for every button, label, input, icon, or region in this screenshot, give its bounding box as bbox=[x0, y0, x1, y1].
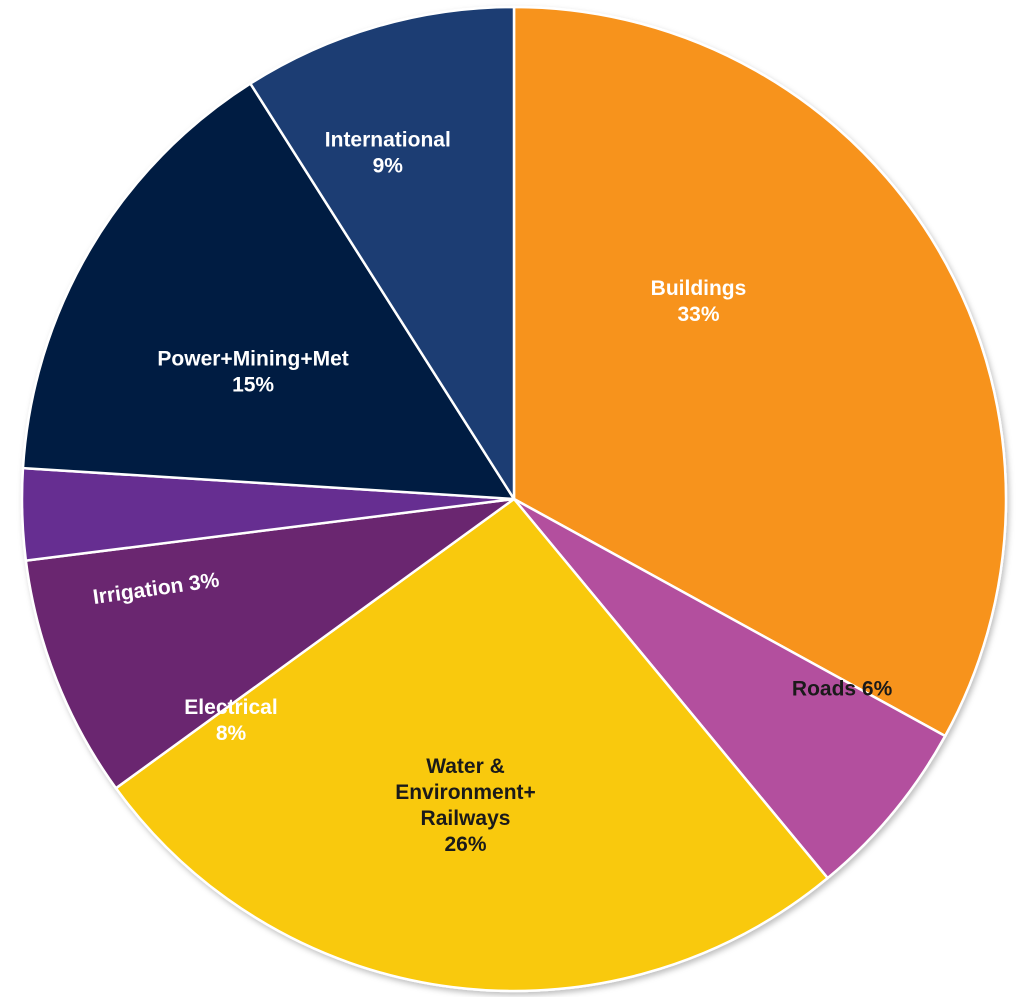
slice-label-line: Environment+ bbox=[395, 781, 536, 804]
slice-label-line: 8% bbox=[216, 722, 247, 745]
slice-label-line: Power+Mining+Met bbox=[157, 348, 348, 371]
slice-label-line: 33% bbox=[677, 303, 719, 326]
pie-slice-international bbox=[249, 5, 516, 501]
slice-label-roads: Roads 6% bbox=[792, 677, 893, 700]
slice-label-line: Railways bbox=[421, 807, 511, 830]
slice-label-line: Water & bbox=[426, 755, 505, 778]
slice-label-line: Buildings bbox=[651, 277, 747, 300]
pie-slice-buildings bbox=[512, 5, 1008, 738]
slice-label-water-environment-railways: Water & Environment+ Railways 26% bbox=[395, 755, 536, 856]
pie-slice-electrical bbox=[24, 497, 516, 790]
slice-label-line: Roads 6% bbox=[792, 677, 893, 700]
pie-slice-water-environment-railways bbox=[114, 497, 829, 993]
pie-slices bbox=[20, 5, 1008, 993]
slice-label-buildings: Buildings 33% bbox=[651, 277, 747, 326]
slice-label-line: 9% bbox=[373, 154, 404, 177]
slice-label-line: International bbox=[325, 128, 451, 151]
slice-label-line: 26% bbox=[444, 833, 486, 856]
slice-label-electrical: Electrical 8% bbox=[184, 696, 277, 745]
slice-label-line: 15% bbox=[232, 374, 274, 397]
slice-label-international: International 9% bbox=[325, 128, 451, 177]
slice-label-power-mining-met: Power+Mining+Met 15% bbox=[157, 348, 348, 397]
pie-slice-power-mining-met bbox=[21, 82, 516, 501]
pie-slice-roads bbox=[512, 497, 947, 880]
slice-label-line: Electrical bbox=[184, 696, 277, 719]
